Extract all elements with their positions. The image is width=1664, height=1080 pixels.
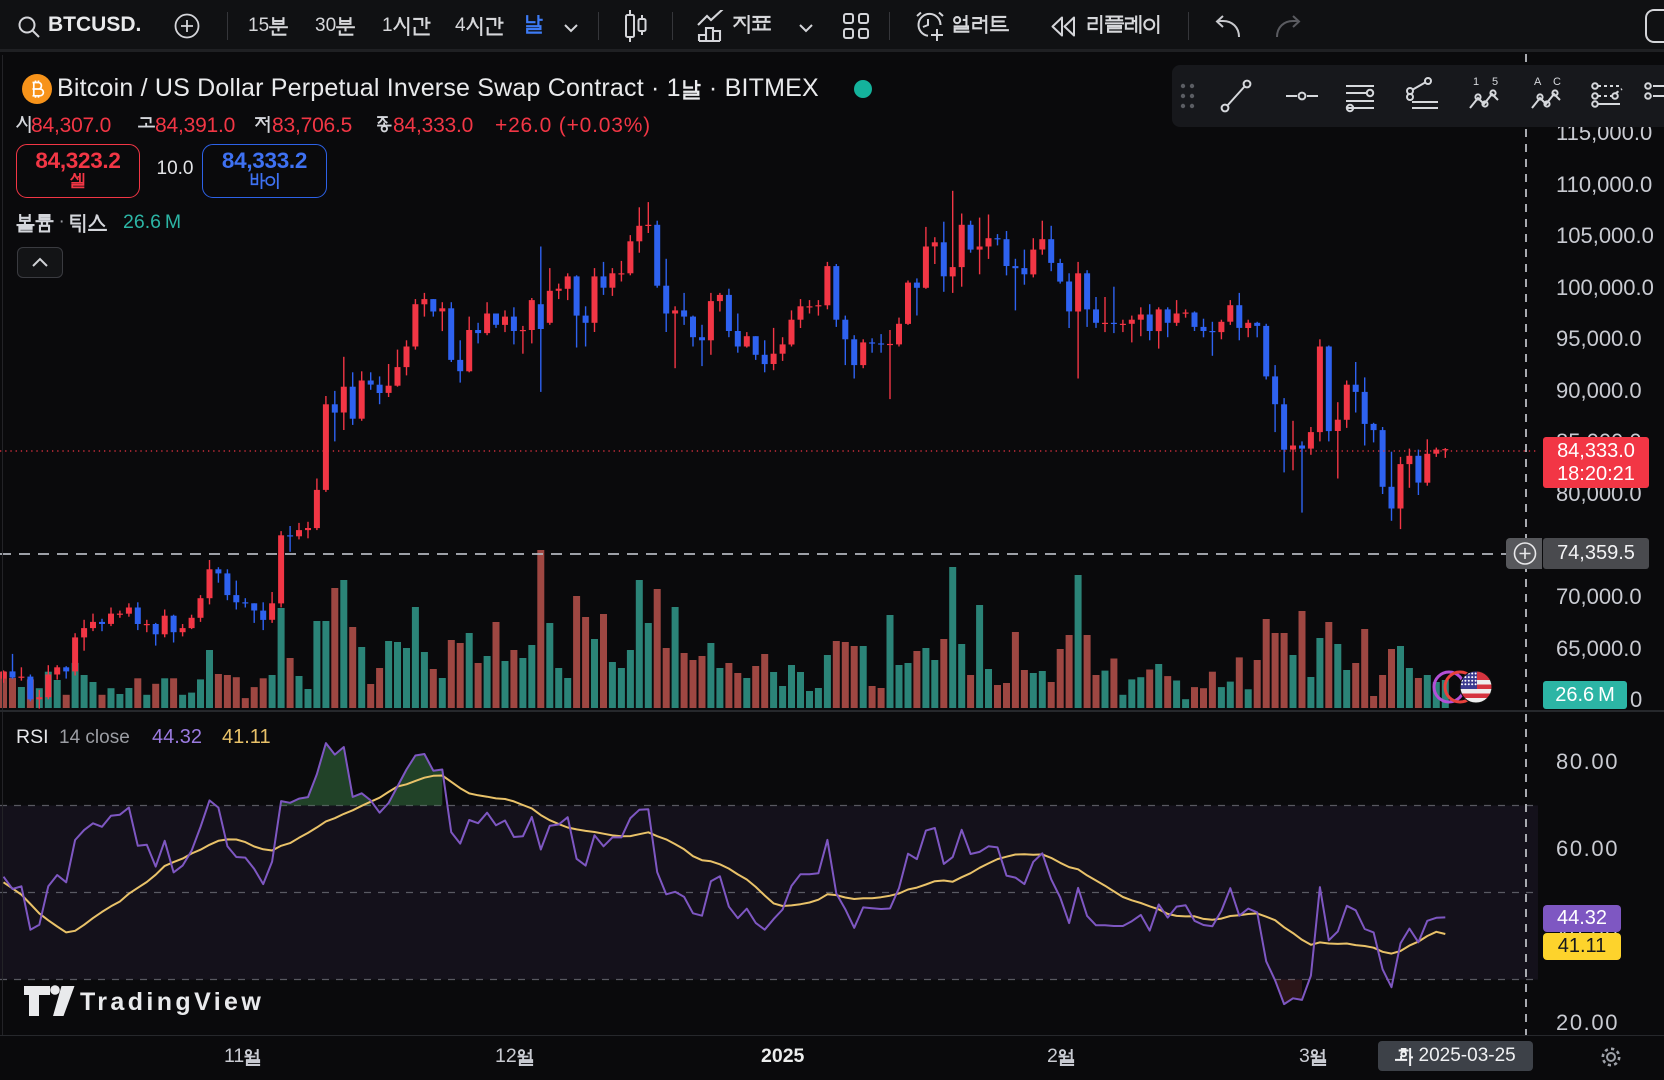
svg-text:A: A [1534,76,1542,88]
svg-text:C: C [1553,76,1561,88]
svg-text:1: 1 [1473,76,1479,88]
svg-text:TradingView: TradingView [80,988,264,1016]
svg-text:5: 5 [1492,76,1498,88]
